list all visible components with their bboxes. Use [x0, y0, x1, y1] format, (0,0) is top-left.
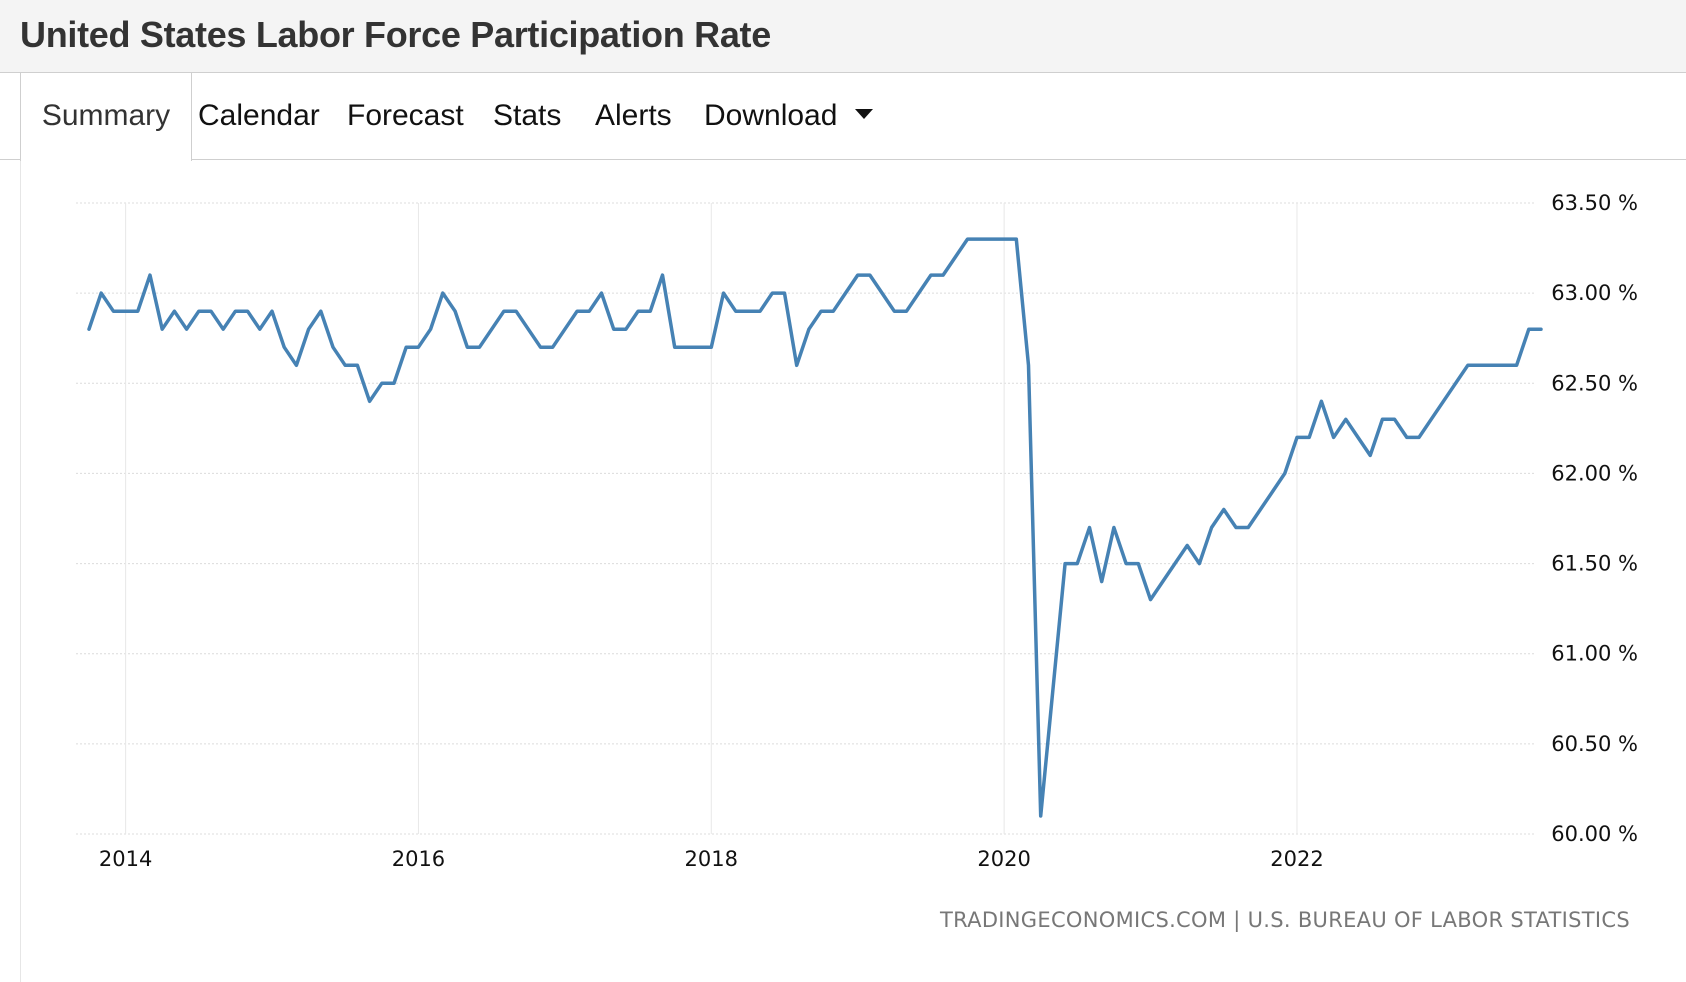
y-tick-label: 61.00 %: [1551, 642, 1638, 666]
x-tick-label: 2016: [392, 847, 445, 871]
tab-calendar[interactable]: Calendar: [198, 99, 320, 132]
y-tick-label: 62.50 %: [1551, 371, 1638, 395]
x-tick-label: 2014: [99, 847, 152, 871]
chart-grid: [76, 202, 1535, 835]
y-tick-label: 61.50 %: [1551, 552, 1638, 576]
y-tick-label: 63.50 %: [1551, 191, 1638, 215]
tab-download-label: Download: [704, 99, 838, 132]
source-attribution: TRADINGECONOMICS.COM | U.S. BUREAU OF LA…: [940, 908, 1630, 932]
y-tick-label: 60.00 %: [1551, 822, 1638, 846]
series-layer: [87, 237, 1543, 818]
x-tick-label: 2020: [977, 847, 1030, 871]
caret-down-icon: [855, 109, 874, 120]
line-chart: 63.50 % 63.00 % 62.50 % 62.00 % 61.50 % 61.00…: [76, 191, 1638, 871]
chart-panel: [20, 160, 1686, 982]
x-tick-label: 2018: [685, 847, 738, 871]
tab-stats[interactable]: Stats: [493, 99, 562, 132]
tab-alerts[interactable]: Alerts: [595, 99, 672, 132]
tab-bar: Summary Calendar Forecast Stats Alerts D…: [0, 73, 1686, 161]
y-tick-label: 60.50 %: [1551, 732, 1638, 756]
series-line: [87, 237, 1543, 818]
tab-forecast[interactable]: Forecast: [347, 99, 464, 132]
y-tick-label: 63.00 %: [1551, 281, 1638, 305]
x-tick-label: 2022: [1270, 847, 1323, 871]
tab-summary[interactable]: Summary: [20, 73, 192, 161]
tab-download[interactable]: Download: [704, 73, 874, 159]
title-bar: United States Labor Force Participation …: [0, 0, 1686, 73]
page-title: United States Labor Force Participation …: [20, 14, 771, 55]
y-axis: 63.50 % 63.00 % 62.50 % 62.00 % 61.50 % 61.00…: [1551, 191, 1638, 846]
y-tick-label: 62.00 %: [1551, 461, 1638, 485]
x-axis: 2014 2016 2018 2020 2022: [99, 847, 1324, 871]
